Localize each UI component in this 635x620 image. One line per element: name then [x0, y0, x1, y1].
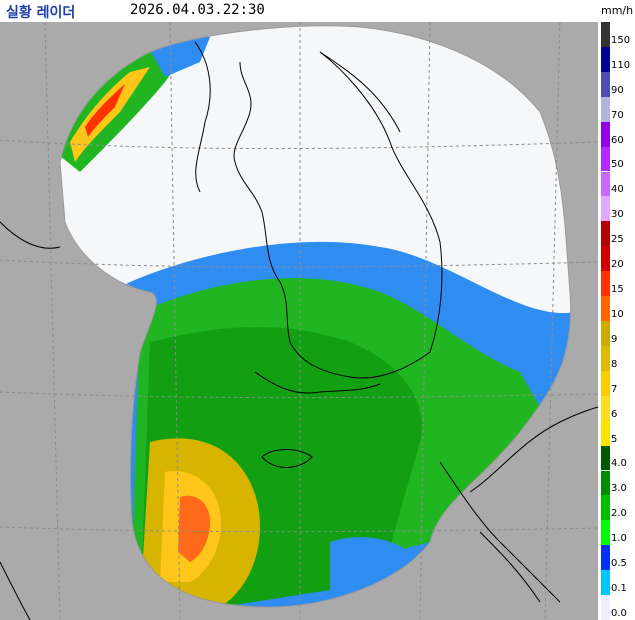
- legend-label: 2.0: [611, 508, 627, 520]
- legend-swatch: [601, 321, 610, 346]
- legend-entry: 60: [601, 121, 635, 147]
- legend-entry: 3.0: [601, 470, 635, 496]
- legend-swatch: [601, 271, 610, 297]
- legend-swatch: [601, 345, 610, 371]
- legend-swatch: [601, 370, 610, 396]
- legend-label: 7: [611, 383, 618, 395]
- legend-entry: 10: [601, 296, 635, 321]
- legend-label: 4.0: [611, 458, 627, 470]
- legend-swatch: [601, 121, 610, 147]
- legend-entry: 40: [601, 171, 635, 197]
- legend-swatch: [601, 196, 610, 222]
- coastlines: [0, 41, 598, 620]
- legend-label: 70: [611, 109, 624, 121]
- legend-entry: 4.0: [601, 445, 635, 471]
- legend-label: 9: [611, 333, 618, 345]
- legend-swatch: [601, 495, 610, 521]
- header-bar: 실황 레이더 2026.04.03.22:30: [0, 0, 600, 22]
- legend-swatch: [601, 46, 610, 72]
- page-title: 실황 레이더: [6, 5, 76, 21]
- legend-entry: 50: [601, 146, 635, 172]
- legend-label: 0.1: [611, 583, 627, 595]
- legend-label: 10: [611, 308, 624, 320]
- legend-label: 40: [611, 184, 624, 196]
- legend-entry: 2.0: [601, 495, 635, 521]
- legend-entry: 7: [601, 370, 635, 396]
- legend-entry: 0.5: [601, 545, 635, 571]
- legend-entry: 0.0: [601, 595, 635, 620]
- legend-label: 6: [611, 408, 618, 420]
- legend-entry: 70: [601, 96, 635, 122]
- legend-entry: 1.0: [601, 520, 635, 546]
- lat-lon-grid: [0, 22, 598, 620]
- legend-label: 8: [611, 358, 618, 370]
- legend-swatch: [601, 171, 610, 197]
- legend-entry: 20: [601, 246, 635, 272]
- legend-label: 1.0: [611, 533, 627, 545]
- legend-swatch: [601, 221, 610, 247]
- legend-entry: 8: [601, 345, 635, 371]
- legend-label: 3.0: [611, 483, 627, 495]
- observation-timestamp: 2026.04.03.22:30: [130, 2, 265, 18]
- precipitation-legend: 150 110 90 70 60 50 40 30 25 20 15 10 9 8 7 6 5 4.0 3.0 2.0…: [601, 22, 635, 620]
- legend-entry: 90: [601, 71, 635, 97]
- radar-coverage: [60, 25, 571, 607]
- coverage-outline: [59, 25, 572, 608]
- legend-entry: 6: [601, 395, 635, 421]
- legend-entry: 5: [601, 420, 635, 446]
- legend-entry: 30: [601, 196, 635, 222]
- legend-entry: 110: [601, 46, 635, 72]
- legend-label: 90: [611, 84, 624, 96]
- legend-entry: 0.1: [601, 570, 635, 596]
- legend-label: 20: [611, 259, 624, 271]
- legend-swatch: [601, 570, 610, 596]
- legend-unit: mm/h: [601, 4, 634, 17]
- legend-swatch: [601, 445, 610, 471]
- legend-swatch: [601, 520, 610, 546]
- legend-swatch: [601, 146, 610, 172]
- legend-label: 150: [611, 34, 631, 46]
- legend-label: 50: [611, 159, 624, 171]
- legend-label: 5: [611, 433, 618, 445]
- legend-label: 15: [611, 284, 624, 296]
- legend-swatch: [601, 246, 610, 272]
- legend-entry: 25: [601, 221, 635, 247]
- legend-swatch: [601, 96, 610, 122]
- legend-label: 60: [611, 134, 624, 146]
- legend-swatch: [601, 595, 610, 620]
- legend-label: 25: [611, 234, 624, 246]
- legend-entry: 150: [601, 22, 635, 47]
- legend-label: 110: [611, 59, 631, 71]
- legend-entry: 9: [601, 321, 635, 346]
- legend-swatch: [601, 22, 610, 47]
- legend-swatch: [601, 545, 610, 571]
- legend-swatch: [601, 395, 610, 421]
- radar-map[interactable]: [0, 22, 598, 620]
- legend-swatch: [601, 71, 610, 97]
- legend-label: 30: [611, 209, 624, 221]
- legend-swatch: [601, 296, 610, 321]
- legend-label: 0.5: [611, 558, 627, 570]
- legend-entry: 15: [601, 271, 635, 297]
- legend-swatch: [601, 470, 610, 496]
- legend-label: 0.0: [611, 607, 627, 619]
- legend-swatch: [601, 420, 610, 446]
